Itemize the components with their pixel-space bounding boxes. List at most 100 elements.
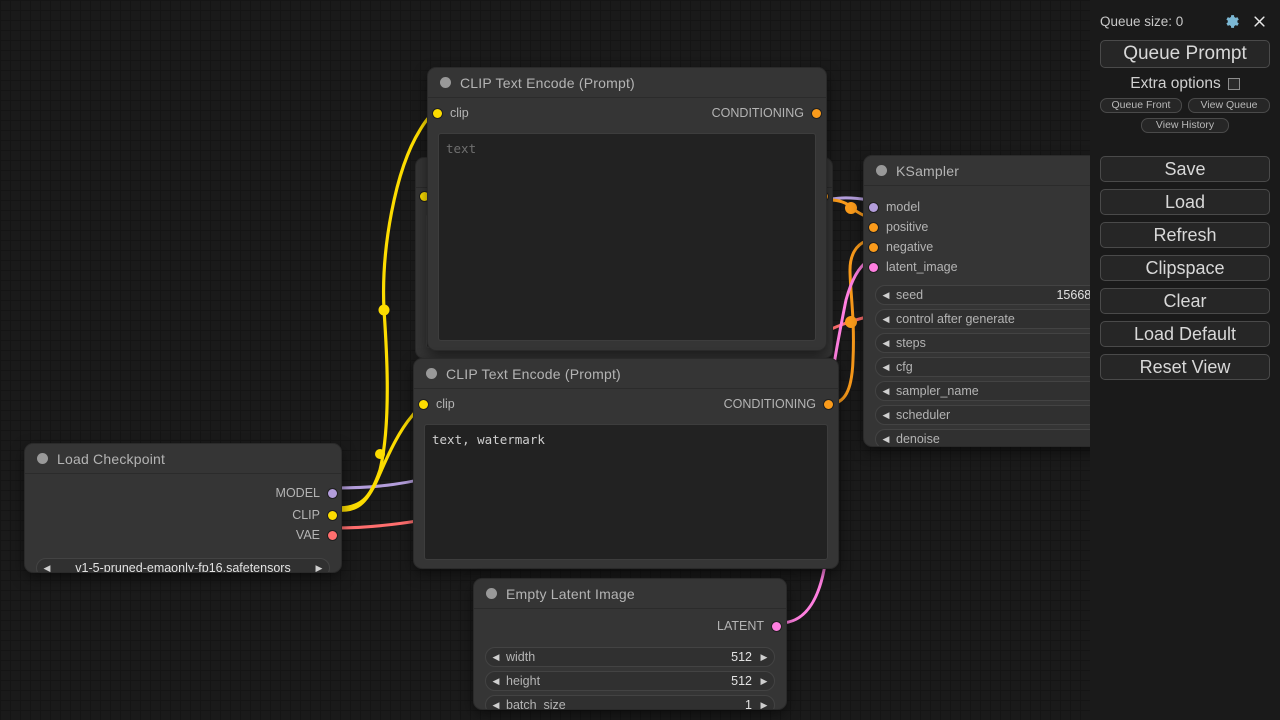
empty-latent-body: LATENT ◀ width 512 ▶ ◀ height 512 ▶ ◀ ba… <box>474 619 786 709</box>
clip-port-icon <box>419 399 428 409</box>
node-collapse-dot[interactable] <box>876 165 887 176</box>
chevron-left-icon[interactable]: ◀ <box>492 699 500 709</box>
node-clip-text-encode-negative[interactable]: CLIP Text Encode (Prompt) clip CONDITION… <box>414 359 838 568</box>
chevron-left-icon[interactable]: ◀ <box>882 433 890 444</box>
view-queue-button[interactable]: View Queue <box>1188 98 1270 113</box>
node-title: Load Checkpoint <box>57 450 166 467</box>
widget-steps-label: steps <box>896 336 926 350</box>
extra-options-row: Extra options <box>1100 75 1270 93</box>
output-clip-label: CLIP <box>292 508 320 522</box>
chevron-left-icon[interactable]: ◀ <box>882 289 890 300</box>
output-conditioning-label: CONDITIONING <box>723 397 816 411</box>
input-clip[interactable]: clip <box>419 397 455 411</box>
comfy-menu-panel: Queue size: 0 Queue Prompt Extra options… <box>1090 0 1280 720</box>
output-model[interactable]: MODEL <box>276 486 337 500</box>
widget-denoise[interactable]: ◀ denoise ▶ <box>875 429 1153 446</box>
widget-width[interactable]: ◀ width 512 ▶ <box>485 647 775 667</box>
clipspace-button[interactable]: Clipspace <box>1100 255 1270 281</box>
input-clip[interactable]: clip <box>433 106 469 120</box>
widget-sampler-name-label: sampler_name <box>896 384 979 398</box>
conditioning-port-icon <box>812 108 821 118</box>
input-positive-label: positive <box>886 220 929 234</box>
chevron-left-icon[interactable]: ◀ <box>43 562 51 572</box>
widget-scheduler-label: scheduler <box>896 408 951 422</box>
input-latent-image-label: latent_image <box>886 260 958 274</box>
input-negative[interactable]: negative <box>869 240 933 254</box>
widget-seed-label: seed <box>896 288 924 302</box>
output-vae-label: VAE <box>295 528 320 542</box>
clip-negative-body: clip CONDITIONING text, watermark <box>414 389 838 560</box>
occluded-clip-input[interactable] <box>420 192 429 201</box>
load-default-button[interactable]: Load Default <box>1100 321 1270 347</box>
conditioning-port-icon <box>824 399 833 409</box>
output-conditioning-label: CONDITIONING <box>711 106 804 120</box>
widget-sampler-name[interactable]: ◀ sampler_name ▶ <box>875 381 1153 401</box>
clip-negative-header[interactable]: CLIP Text Encode (Prompt) <box>414 359 838 389</box>
model-port-icon <box>328 488 337 498</box>
node-title: CLIP Text Encode (Prompt) <box>446 365 621 382</box>
widget-control-after-generate[interactable]: ◀ control after generate rand ▶ <box>875 309 1153 329</box>
widget-cfg[interactable]: ◀ cfg ▶ <box>875 357 1153 377</box>
slot-row-latent: LATENT <box>474 619 786 643</box>
node-collapse-dot[interactable] <box>440 77 451 88</box>
clip-port-icon <box>328 510 337 520</box>
widget-height[interactable]: ◀ height 512 ▶ <box>485 671 775 691</box>
save-button[interactable]: Save <box>1100 156 1270 182</box>
gear-icon[interactable] <box>1220 10 1242 32</box>
input-model-label: model <box>886 200 921 214</box>
chevron-left-icon[interactable]: ◀ <box>492 675 500 686</box>
output-vae[interactable]: VAE <box>296 528 337 542</box>
input-positive[interactable]: positive <box>869 220 928 234</box>
widget-height-value: 512 <box>731 674 752 688</box>
prompt-textarea-negative[interactable]: text, watermark <box>424 424 828 560</box>
chevron-right-icon[interactable]: ▶ <box>760 699 768 709</box>
load-button[interactable]: Load <box>1100 189 1270 215</box>
reset-view-button[interactable]: Reset View <box>1100 354 1270 380</box>
node-collapse-dot[interactable] <box>486 588 497 599</box>
queue-size-label: Queue size: 0 <box>1100 13 1184 29</box>
node-empty-latent-image[interactable]: Empty Latent Image LATENT ◀ width 512 ▶ … <box>474 579 786 709</box>
slot-row-positive: positive <box>864 220 1164 240</box>
queue-prompt-button[interactable]: Queue Prompt <box>1100 40 1270 68</box>
chevron-left-icon[interactable]: ◀ <box>882 385 890 396</box>
chevron-left-icon[interactable]: ◀ <box>492 651 500 662</box>
chevron-left-icon[interactable]: ◀ <box>882 337 890 348</box>
view-history-button[interactable]: View History <box>1141 118 1229 133</box>
output-latent[interactable]: LATENT <box>717 619 781 633</box>
input-model[interactable]: model <box>869 200 920 214</box>
widget-ckpt-name[interactable]: ◀ v1-5-pruned-emaonly-fp16.safetensors ▶ <box>36 558 330 572</box>
widget-width-value: 512 <box>731 650 752 664</box>
slot-row-negative: negative <box>864 240 1164 260</box>
input-latent-image[interactable]: latent_image <box>869 260 958 274</box>
empty-latent-header[interactable]: Empty Latent Image <box>474 579 786 609</box>
refresh-button[interactable]: Refresh <box>1100 222 1270 248</box>
chevron-right-icon[interactable]: ▶ <box>760 651 768 662</box>
extra-options-checkbox[interactable] <box>1227 78 1240 90</box>
output-latent-label: LATENT <box>717 619 764 633</box>
prompt-textarea-positive[interactable]: text <box>438 133 816 341</box>
queue-front-button[interactable]: Queue Front <box>1100 98 1182 113</box>
chevron-right-icon[interactable]: ▶ <box>760 675 768 686</box>
ksampler-body: model positive negative latent_image <box>864 200 1164 446</box>
chevron-left-icon[interactable]: ◀ <box>882 361 890 372</box>
chevron-left-icon[interactable]: ◀ <box>882 313 890 324</box>
widget-denoise-label: denoise <box>896 432 940 446</box>
chevron-left-icon[interactable]: ◀ <box>882 409 890 420</box>
load-checkpoint-header[interactable]: Load Checkpoint <box>25 444 341 474</box>
node-load-checkpoint[interactable]: Load Checkpoint MODEL CLIP VAE <box>25 444 341 572</box>
output-conditioning[interactable]: CONDITIONING <box>724 397 833 411</box>
chevron-right-icon[interactable]: ▶ <box>315 562 323 572</box>
output-clip[interactable]: CLIP <box>292 508 337 522</box>
clear-button[interactable]: Clear <box>1100 288 1270 314</box>
widget-height-label: height <box>506 674 541 688</box>
clip-positive-header[interactable]: CLIP Text Encode (Prompt) <box>428 68 826 98</box>
latent-port-icon <box>869 262 878 272</box>
node-collapse-dot[interactable] <box>37 453 48 464</box>
output-conditioning[interactable]: CONDITIONING <box>712 106 821 120</box>
node-collapse-dot[interactable] <box>426 368 437 379</box>
node-clip-text-encode-positive[interactable]: CLIP Text Encode (Prompt) clip CONDITION… <box>428 68 826 350</box>
close-icon[interactable] <box>1248 10 1270 32</box>
widget-batch-size[interactable]: ◀ batch_size 1 ▶ <box>485 695 775 709</box>
input-negative-label: negative <box>886 240 934 254</box>
